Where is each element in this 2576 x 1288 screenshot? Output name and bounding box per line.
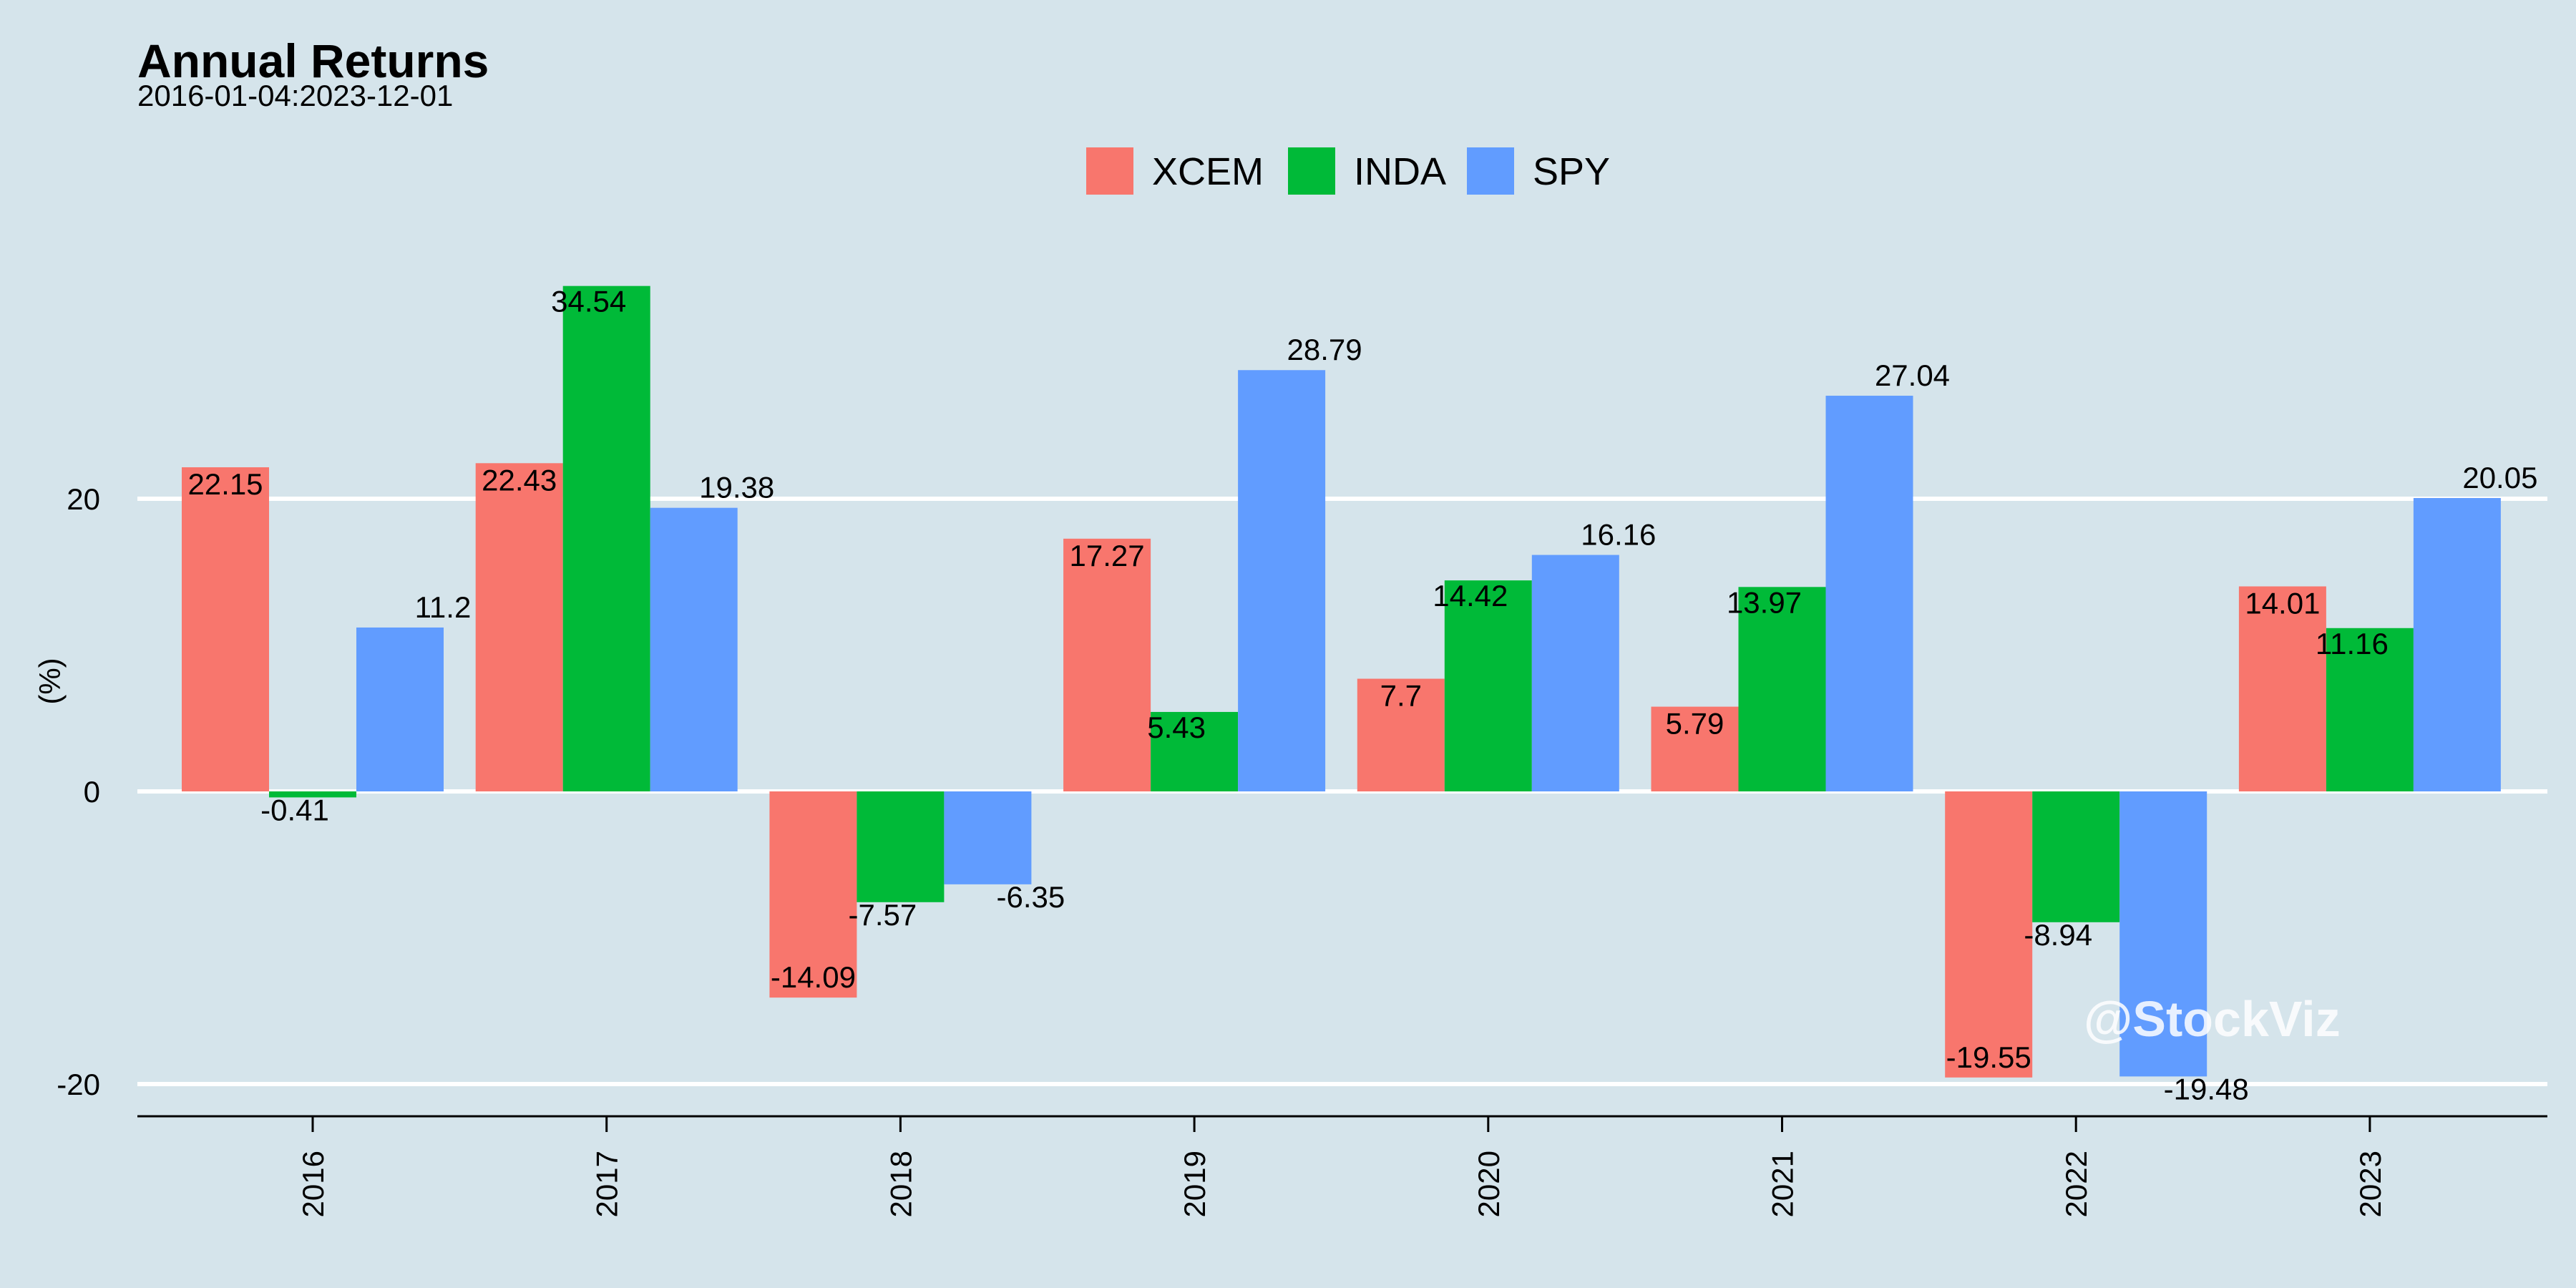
bar-xcem-2020	[1357, 678, 1445, 791]
legend-swatch-xcem	[1086, 147, 1133, 195]
bar-spy-2020	[1531, 555, 1619, 791]
legend: XCEM INDA SPY	[1086, 147, 1610, 195]
bar-inda-2017	[562, 286, 650, 792]
x-tick-label: 2023	[2353, 1151, 2387, 1217]
data-label-inda-2020: 14.42	[1433, 579, 1508, 613]
legend-label-spy: SPY	[1533, 150, 1610, 193]
bar-spy-2017	[650, 507, 738, 791]
legend-label-inda: INDA	[1354, 150, 1446, 193]
x-tick-label: 2019	[1178, 1151, 1211, 1217]
legend-label-xcem: XCEM	[1152, 150, 1264, 193]
y-axis-label: (%)	[33, 658, 67, 704]
axes: -20 0 20 2016 2017 2018 2019 2020 2021 2022 2023	[57, 482, 2547, 1217]
x-tick-label: 2017	[590, 1151, 624, 1217]
data-label-spy-2019: 28.79	[1287, 333, 1362, 366]
y-tick-label: 20	[67, 482, 100, 516]
chart-subtitle: 2016-01-04:2023-12-01	[137, 79, 453, 112]
bar-xcem-2017	[475, 463, 563, 791]
bar-spy-2023	[2413, 497, 2501, 791]
data-label-spy-2020: 16.16	[1581, 518, 1656, 552]
data-label-xcem-2021: 5.79	[1666, 707, 1724, 741]
data-label-xcem-2016: 22.15	[187, 467, 263, 501]
bar-xcem-2022	[1945, 791, 2033, 1078]
data-label-xcem-2020: 7.7	[1380, 679, 1422, 713]
data-label-spy-2018: -6.35	[997, 880, 1065, 914]
x-tick-label: 2021	[1766, 1151, 1800, 1217]
x-tick-label: 2020	[1472, 1151, 1506, 1217]
bar-spy-2019	[1238, 370, 1326, 791]
data-label-inda-2019: 5.43	[1147, 711, 1206, 744]
legend-swatch-spy	[1467, 147, 1514, 195]
bar-inda-2018	[857, 791, 945, 902]
watermark: @StockViz	[2084, 991, 2341, 1047]
bar-inda-2019	[1151, 711, 1239, 791]
data-label-spy-2017: 19.38	[699, 471, 774, 504]
data-label-inda-2018: -7.57	[849, 898, 917, 932]
data-label-xcem-2019: 17.27	[1070, 539, 1145, 572]
bar-inda-2022	[2032, 791, 2120, 922]
bars	[182, 286, 2501, 1078]
data-label-inda-2021: 13.97	[1727, 585, 1802, 619]
bar-xcem-2023	[2238, 586, 2326, 791]
data-label-spy-2016: 11.2	[415, 590, 472, 624]
chart-title: Annual Returns	[137, 34, 489, 87]
data-label-inda-2022: -8.94	[2024, 918, 2092, 952]
data-label-xcem-2017: 22.43	[482, 463, 557, 497]
y-tick-label: 0	[84, 775, 100, 809]
bar-spy-2022	[2119, 791, 2207, 1077]
bar-spy-2018	[944, 791, 1032, 884]
x-tick-label: 2022	[2059, 1151, 2093, 1217]
bar-spy-2021	[1825, 396, 1913, 791]
x-tick-label: 2016	[296, 1151, 330, 1217]
bar-xcem-2018	[769, 791, 857, 998]
data-label-inda-2016: -0.41	[260, 793, 329, 826]
data-label-xcem-2022: -19.55	[1946, 1040, 2031, 1074]
bar-xcem-2019	[1063, 538, 1151, 791]
bar-inda-2016	[269, 791, 356, 798]
x-tick-label: 2018	[884, 1151, 917, 1217]
bar-labels: 22.15 -0.41 11.2 22.43 34.54 19.38 -14.09 -7.57…	[187, 285, 2537, 1106]
data-label-spy-2023: 20.05	[2462, 461, 2537, 494]
legend-swatch-inda	[1288, 147, 1335, 195]
data-label-inda-2023: 11.16	[2316, 627, 2389, 660]
bar-inda-2020	[1444, 580, 1532, 791]
y-tick-label: -20	[57, 1068, 100, 1101]
bar-inda-2023	[2326, 628, 2414, 791]
data-label-spy-2021: 27.04	[1875, 358, 1950, 392]
data-label-inda-2017: 34.54	[551, 285, 626, 318]
data-label-xcem-2023: 14.01	[2245, 586, 2320, 620]
bar-spy-2016	[356, 627, 444, 791]
bar-xcem-2021	[1651, 706, 1739, 791]
bar-xcem-2016	[182, 467, 269, 791]
data-label-xcem-2018: -14.09	[771, 960, 856, 994]
data-label-spy-2022: -19.48	[2164, 1072, 2249, 1106]
bar-inda-2021	[1738, 587, 1826, 791]
